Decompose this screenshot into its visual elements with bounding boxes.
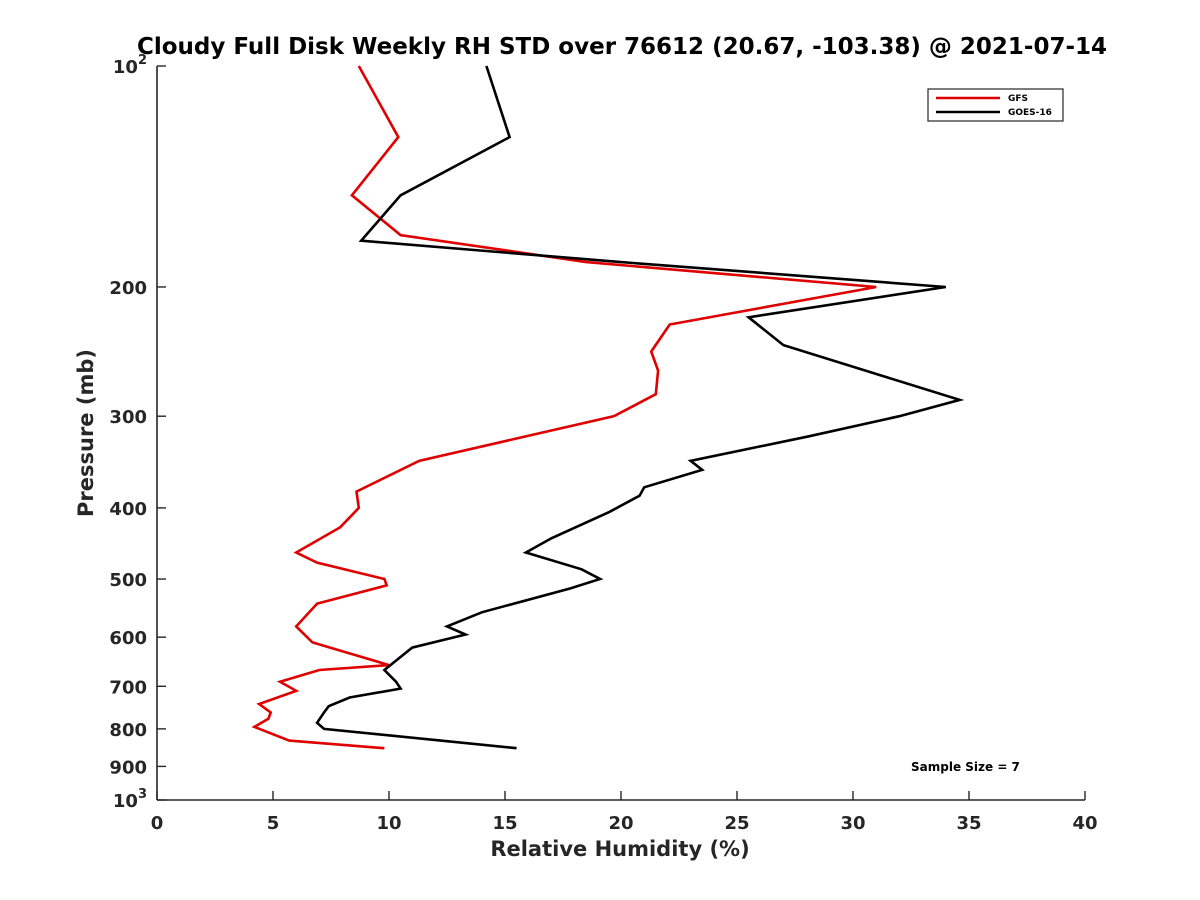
x-tick-label: 15	[492, 813, 517, 834]
legend-box	[927, 88, 1064, 122]
y-tick-exponent: 2	[138, 53, 147, 68]
x-tick-label: 30	[840, 813, 865, 834]
x-tick-label: 35	[956, 813, 981, 834]
series-line-gfs	[251, 65, 877, 750]
legend-label: GOES-16	[1008, 108, 1052, 118]
y-tick-label: 300	[109, 407, 147, 428]
y-tick-label: 800	[109, 720, 147, 741]
y-tick-label-power: 102	[113, 53, 147, 78]
series-layer	[251, 65, 965, 750]
sample-size-annotation: Sample Size = 7	[911, 760, 1020, 774]
y-tick-exponent: 3	[138, 787, 147, 802]
chart-title: Cloudy Full Disk Weekly RH STD over 7661…	[137, 34, 1107, 60]
y-tick-label: 400	[109, 499, 147, 520]
x-tick-label: 0	[151, 813, 164, 834]
x-tick-label: 25	[724, 813, 749, 834]
y-tick-base: 10	[113, 57, 138, 78]
y-tick-label: 500	[109, 570, 147, 591]
y-tick-base: 10	[113, 791, 138, 812]
x-axis-label: Relative Humidity (%)	[490, 837, 749, 861]
y-tick-label: 900	[109, 757, 147, 778]
x-tick-label: 5	[267, 813, 280, 834]
y-tick-label-power: 103	[113, 787, 147, 812]
y-tick-label: 600	[109, 628, 147, 649]
legend-label: GFS	[1008, 94, 1028, 104]
legend: GFS GOES-16	[927, 88, 1064, 122]
y-tick-label: 200	[109, 278, 147, 299]
x-tick-label: 40	[1072, 813, 1097, 834]
x-tick-label: 20	[608, 813, 633, 834]
y-tick-label: 700	[109, 677, 147, 698]
legend-items: GFS GOES-16	[936, 94, 1052, 118]
x-tick-label: 10	[376, 813, 401, 834]
y-axis-label: Pressure (mb)	[74, 349, 98, 517]
series-line-goes-16	[315, 65, 965, 750]
x-ticks: 0 5 10 15 20 25 30 35 40	[151, 791, 1098, 834]
